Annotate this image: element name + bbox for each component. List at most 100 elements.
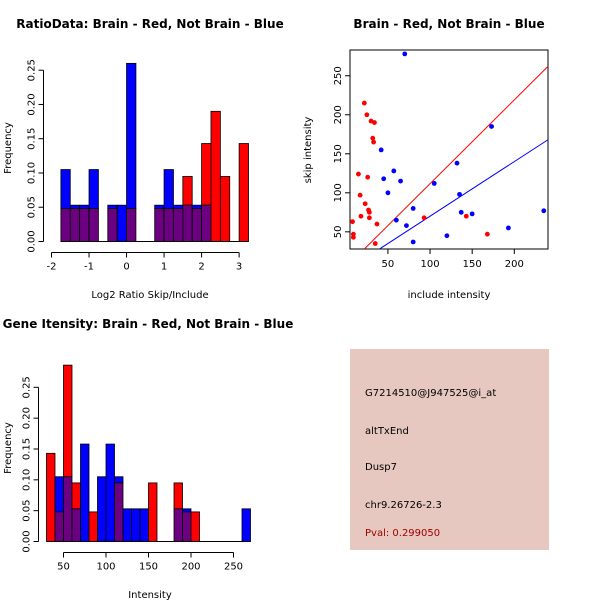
intensity-bar-notbrain xyxy=(97,476,107,542)
intensity-y-tick-label: 0.15 xyxy=(22,438,33,460)
ratio-bar-notbrain xyxy=(69,204,81,210)
notbrain-point xyxy=(457,191,462,197)
notbrain-point xyxy=(489,124,494,129)
brain-point xyxy=(356,171,361,177)
scatter-x-tick-label: 50 xyxy=(382,259,395,270)
genomic-location: chr9.26726-2.3 xyxy=(365,500,442,511)
notbrain-point xyxy=(458,209,464,215)
intensity-x-tick-label: 200 xyxy=(181,562,200,573)
scatter-x-tick-label: 150 xyxy=(463,259,482,270)
scatter-y-tick-label: 50 xyxy=(333,225,344,238)
scatter-y-tick-label: 100 xyxy=(333,183,344,202)
ratio-bar-notbrain xyxy=(173,204,184,210)
notbrain-point xyxy=(444,233,450,239)
ratio-histogram: RatioData: Brain - Red, Not Brain - Blue… xyxy=(3,17,284,301)
ratio-bar-brain xyxy=(210,110,221,242)
ratio-y-tick-label: 0.05 xyxy=(27,196,38,218)
intensity-y-tick-label: 0.00 xyxy=(22,530,33,552)
ratio-histogram-axes: -2 -1 0 1 2 3 0.00 0.05 0.10 0.15 0.20 0.25 xyxy=(27,59,243,272)
ratio-bar-overlap xyxy=(191,208,202,242)
ratio-bar-overlap xyxy=(107,208,118,242)
scatter-plot-box xyxy=(349,49,549,250)
intensity-x-tick-label: 100 xyxy=(96,562,115,573)
intensity-scatter: Brain - Red, Not Brain - Blue 50 100 150 20… xyxy=(303,17,549,301)
notbrain-fit-line xyxy=(379,139,549,250)
notbrain-point xyxy=(541,208,547,214)
notbrain-point xyxy=(454,160,460,166)
brain-point xyxy=(350,234,356,240)
gene-intensity-axes: 50 100 150 200 250 0.00 0.05 0.10 0.15 0.20 0.25 xyxy=(22,376,244,572)
ratio-bar-brain xyxy=(182,176,193,206)
intensity-bar-notbrain xyxy=(80,443,90,542)
ratio-x-tick-label: 3 xyxy=(236,262,242,273)
intensity-bar-brain xyxy=(71,482,81,510)
ratio-bar-overlap xyxy=(79,208,90,242)
ratio-bar-overlap xyxy=(60,208,71,242)
brain-point xyxy=(357,192,363,198)
ratio-bar-notbrain xyxy=(116,204,127,242)
ratio-bar-brain xyxy=(238,143,249,242)
intensity-bar-notbrain xyxy=(139,508,149,542)
scatter-xlabel: include intensity xyxy=(408,290,491,301)
notbrain-point xyxy=(385,190,391,196)
scatter-y-tick-label: 200 xyxy=(333,105,344,124)
notbrain-point xyxy=(378,147,384,153)
ratio-bar-notbrain xyxy=(191,204,202,210)
intensity-bar-brain xyxy=(88,511,98,542)
notbrain-point xyxy=(506,225,511,231)
ratio-bar-notbrain xyxy=(88,169,99,210)
brain-point xyxy=(371,139,376,145)
intensity-bar-overlap xyxy=(173,508,183,542)
intensity-bar-overlap xyxy=(63,476,73,542)
notbrain-point xyxy=(431,181,437,186)
ratio-bar-overlap xyxy=(173,208,184,242)
notbrain-point xyxy=(410,239,416,245)
probe-id: G7214510@J947525@i_at xyxy=(365,388,496,399)
ratio-bar-overlap xyxy=(182,204,193,242)
intensity-bar-notbrain xyxy=(241,508,251,542)
intensity-bar-overlap xyxy=(54,511,64,542)
brain-point xyxy=(350,219,355,225)
intensity-bar-brain xyxy=(46,452,56,542)
brain-point xyxy=(358,213,364,219)
notbrain-point xyxy=(469,211,475,217)
scatter-ylabel: skip intensity xyxy=(303,117,314,184)
ratio-bar-overlap xyxy=(163,208,174,242)
scatter-y-tick-label: 150 xyxy=(333,144,344,163)
ratio-bar-notbrain xyxy=(126,62,137,210)
ratio-y-tick-label: 0.25 xyxy=(27,59,38,81)
ratio-histogram-xlabel: Log2 Ratio Skip/Include xyxy=(91,290,208,301)
brain-point xyxy=(366,209,372,215)
p-value: Pval: 0.299050 xyxy=(365,528,440,539)
gene-intensity-title: Gene Itensity: Brain - Red, Not Brain - … xyxy=(3,317,294,331)
brain-point xyxy=(364,112,370,118)
gene-intensity-xlabel: Intensity xyxy=(128,590,172,600)
ratio-histogram-bars xyxy=(60,62,249,242)
ratio-bar-overlap xyxy=(126,208,137,242)
intensity-y-tick-label: 0.20 xyxy=(22,407,33,429)
brain-point xyxy=(362,201,368,207)
scatter-title: Brain - Red, Not Brain - Blue xyxy=(353,17,544,31)
notbrain-point xyxy=(404,223,409,228)
ratio-x-tick-label: 2 xyxy=(198,262,204,273)
info-panel: G7214510@J947525@i_at altTxEnd Dusp7 chr… xyxy=(350,349,549,550)
intensity-bar-notbrain xyxy=(54,476,64,513)
intensity-bar-brain xyxy=(190,511,200,542)
ratio-bar-notbrain xyxy=(107,204,118,210)
notbrain-point xyxy=(393,217,399,223)
intensity-bar-brain xyxy=(173,482,183,510)
intensity-bar-overlap xyxy=(182,511,192,542)
intensity-bar-brain xyxy=(148,482,158,542)
ratio-y-tick-label: 0.00 xyxy=(27,230,38,252)
ratio-bar-notbrain xyxy=(60,169,71,210)
gene-intensity-ylabel: Frequency xyxy=(3,422,14,474)
gene-intensity-histogram: Gene Itensity: Brain - Red, Not Brain - … xyxy=(3,317,294,600)
ratio-histogram-ylabel: Frequency xyxy=(3,122,14,174)
ratio-x-tick-label: 0 xyxy=(123,262,129,273)
ratio-bar-overlap xyxy=(69,208,81,242)
brain-point xyxy=(374,221,380,227)
ratio-y-tick-label: 0.20 xyxy=(27,93,38,115)
ratio-x-tick-label: -2 xyxy=(47,262,57,273)
notbrain-point xyxy=(398,178,403,184)
